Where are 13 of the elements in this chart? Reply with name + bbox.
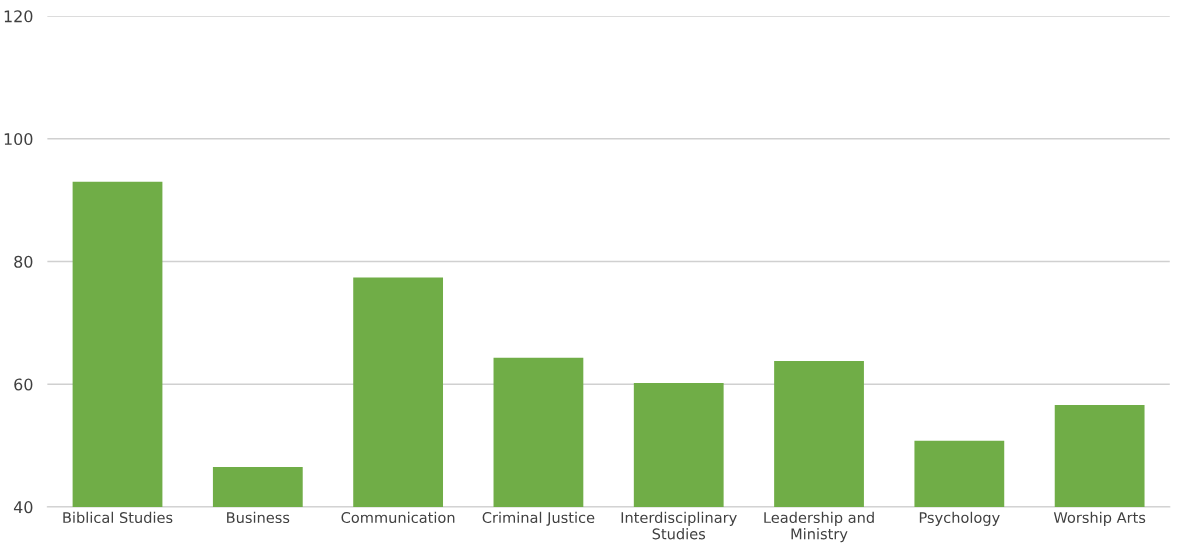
x-tick-label: Biblical Studies — [63, 511, 173, 524]
y-tick-label: 100 — [4, 132, 33, 146]
x-tick-label: Interdisciplinary Studies — [621, 511, 737, 540]
y-tick-label: 60 — [14, 378, 33, 391]
x-tick-label: Psychology — [919, 511, 1000, 526]
x-tick-label: Worship Arts — [1053, 511, 1146, 526]
x-tick-label: Communication — [341, 511, 455, 524]
y-tick-label: 40 — [13, 501, 33, 514]
x-tick-label: Business — [227, 511, 290, 524]
y-tick-label: 120 — [4, 10, 33, 23]
y-tick-label: 80 — [14, 255, 33, 268]
x-tick-label: Leadership and Ministry — [764, 511, 874, 543]
x-tick-label: Criminal Justice — [482, 511, 595, 526]
